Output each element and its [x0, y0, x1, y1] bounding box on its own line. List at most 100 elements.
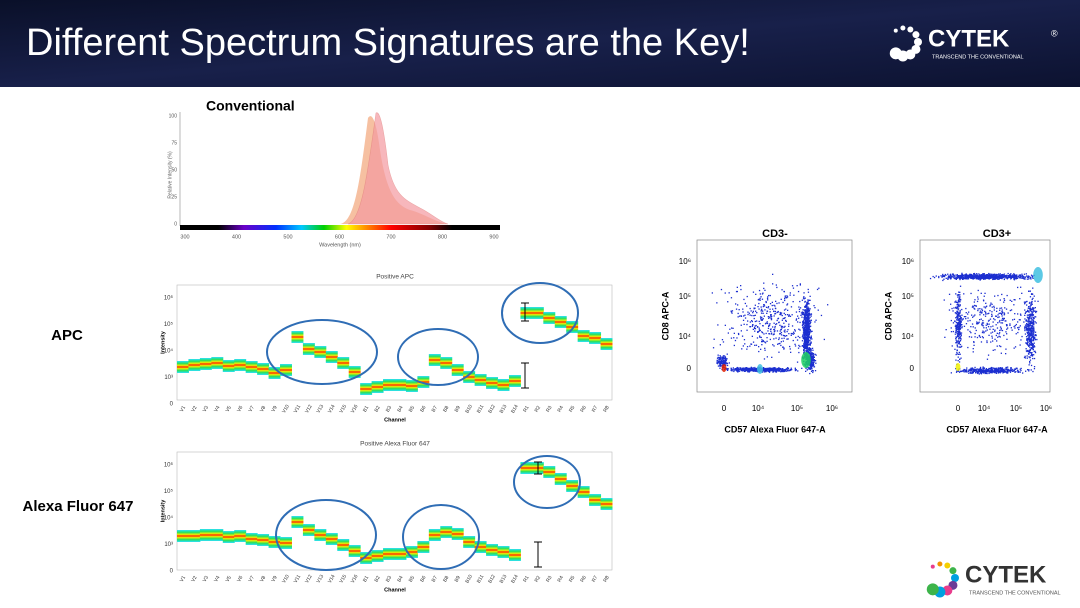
channel-label: V3 [202, 575, 210, 583]
event-dot [1032, 313, 1034, 316]
event-dot [998, 345, 1001, 347]
event-dot [988, 275, 991, 278]
event-dot [723, 361, 725, 363]
event-dot [1032, 319, 1034, 321]
event-dot [1022, 276, 1024, 278]
event-dot [983, 295, 985, 297]
event-dot [809, 316, 811, 319]
event-dot [808, 336, 810, 338]
event-dot [765, 370, 767, 373]
event-dot [1028, 349, 1030, 352]
channel-label: R2 [534, 575, 543, 584]
event-dot [784, 329, 786, 331]
spectrum-segment [360, 552, 373, 564]
event-dot [1034, 300, 1036, 302]
event-dot [726, 362, 729, 364]
event-dot [804, 310, 806, 312]
event-dot [984, 310, 986, 312]
event-dot [1031, 354, 1033, 356]
event-dot [809, 354, 811, 357]
event-dot [805, 324, 807, 326]
event-dot [720, 288, 723, 291]
event-dot [955, 371, 958, 373]
event-dot [1029, 349, 1031, 351]
event-dot [1026, 320, 1028, 322]
event-dot [1014, 368, 1017, 370]
y-tick-label: 75 [171, 140, 177, 146]
event-dot [810, 356, 812, 358]
event-dot [746, 295, 748, 298]
event-dot [803, 292, 805, 294]
channel-label: B11 [476, 574, 486, 585]
event-dot [950, 273, 952, 275]
event-dot [981, 322, 984, 324]
x-tick-label: 0 [722, 404, 727, 413]
event-dot [792, 287, 795, 289]
event-dot [803, 345, 806, 347]
event-dot [799, 300, 801, 303]
event-dot [960, 332, 963, 334]
event-dot [1000, 322, 1002, 324]
event-dot [1026, 310, 1028, 313]
event-dot [807, 299, 809, 301]
event-dot [1009, 274, 1011, 276]
event-dot [805, 304, 807, 306]
event-dot [989, 305, 991, 307]
event-dot [992, 370, 995, 373]
event-dot [963, 369, 966, 371]
event-dot [1015, 274, 1017, 277]
event-dot [818, 287, 820, 289]
event-dot [1035, 316, 1037, 318]
event-dot [767, 327, 770, 329]
spectrum-segment [291, 331, 304, 343]
event-dot [988, 312, 990, 314]
event-dot [807, 312, 809, 314]
event-dot [977, 277, 980, 279]
event-dot [761, 331, 763, 333]
event-dot [955, 341, 957, 344]
event-dot [1033, 354, 1035, 356]
event-dot [1032, 340, 1035, 342]
event-dot [809, 363, 811, 365]
event-dot [807, 288, 809, 291]
event-dot [810, 331, 812, 333]
slide-title: Different Spectrum Signatures are the Ke… [26, 22, 750, 64]
event-dot [1029, 341, 1032, 343]
event-dot [805, 367, 807, 369]
event-dot [977, 308, 979, 310]
event-dot [763, 305, 766, 307]
event-dot [996, 274, 998, 276]
event-dot [994, 370, 996, 372]
event-dot [1028, 351, 1030, 353]
event-dot [1025, 311, 1027, 313]
event-dot [767, 299, 769, 301]
event-dot [758, 308, 760, 310]
event-dot [810, 361, 812, 363]
event-dot [747, 371, 749, 373]
event-dot [1009, 324, 1011, 326]
event-dot [1025, 370, 1027, 372]
event-dot [768, 369, 770, 371]
event-dot [747, 369, 749, 371]
event-dot [1007, 312, 1009, 314]
event-dot [1032, 311, 1034, 313]
event-dot [962, 369, 965, 371]
event-dot [806, 340, 808, 342]
event-dot [811, 361, 813, 363]
event-dot [802, 334, 804, 336]
event-dot [979, 369, 982, 372]
spectrum-segment [371, 550, 384, 562]
event-dot [956, 329, 958, 331]
event-dot [1030, 322, 1033, 324]
event-dot [726, 368, 729, 370]
event-dot [763, 315, 765, 317]
spectrum-segment [497, 379, 510, 391]
event-dot [1028, 335, 1030, 337]
event-dot [985, 368, 988, 370]
spectrum-segment [302, 343, 315, 355]
event-dot [1025, 301, 1027, 303]
event-dot [803, 329, 805, 332]
event-dot [929, 277, 932, 280]
event-dot [1019, 274, 1021, 276]
highlight-ellipse [402, 504, 480, 570]
